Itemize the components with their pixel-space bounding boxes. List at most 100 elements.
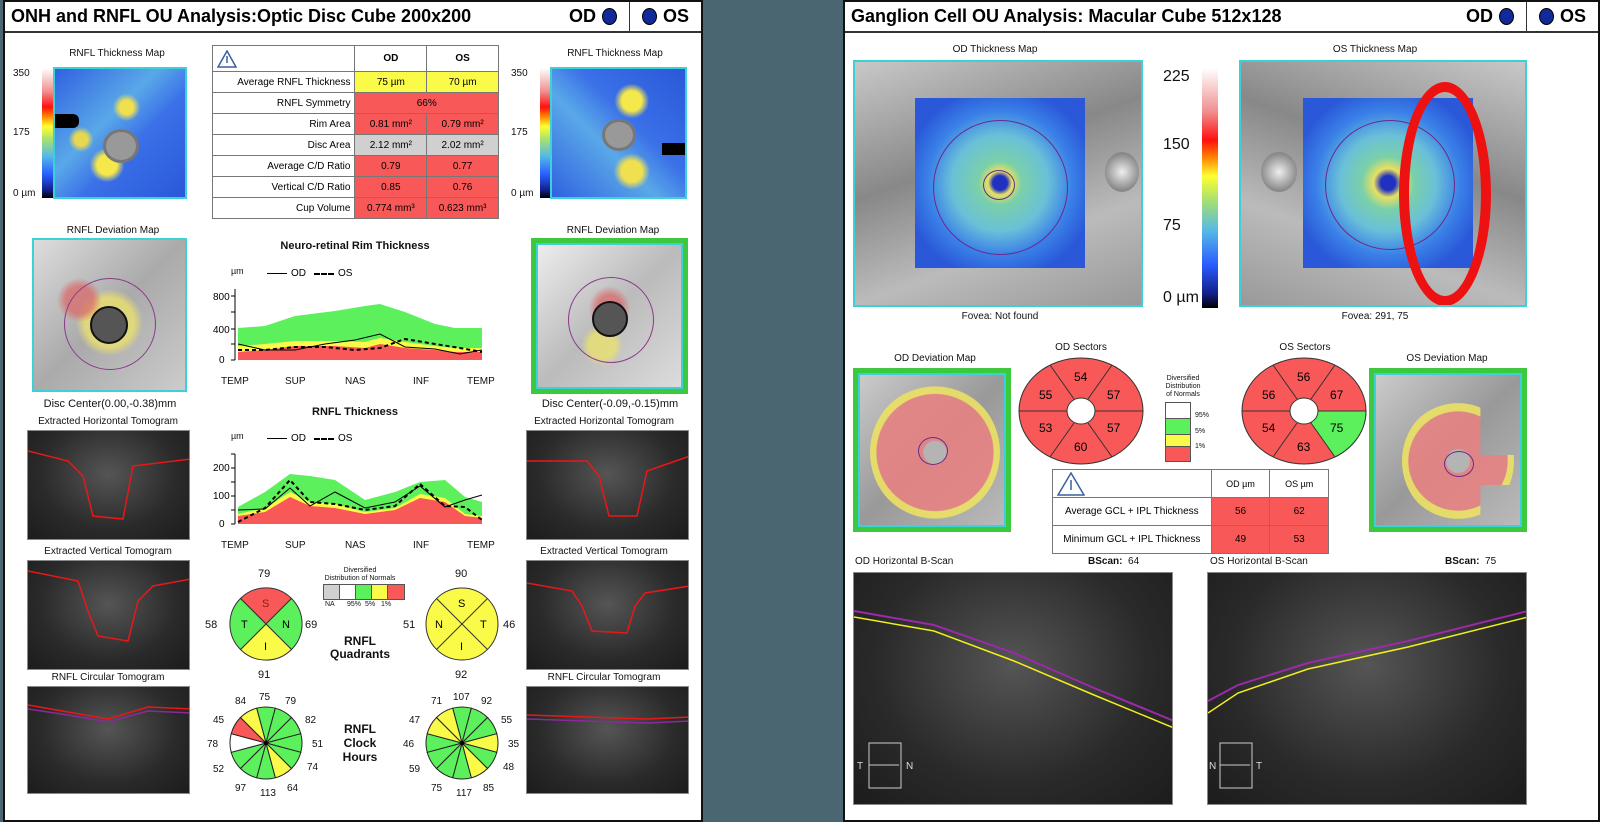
table-row: Average RNFL Thickness 75 µm 70 µm	[211, 71, 499, 93]
warning-triangle-icon	[1057, 471, 1085, 496]
os-gcl-deviation-map	[1369, 368, 1527, 532]
od-gcl-deviation-map	[853, 368, 1011, 532]
svg-text:53: 53	[1039, 421, 1053, 435]
od-vertical-tomogram	[27, 560, 190, 670]
od-rnfl-quadrants: S T N I	[229, 587, 303, 661]
thickness-colorbar	[42, 68, 54, 198]
table-row: Vertical C/D Ratio 0.85 0.76	[211, 176, 499, 198]
os-thickness-map-title: RNFL Thickness Map	[567, 48, 663, 59]
thickness-colorbar	[1202, 68, 1218, 308]
svg-text:S: S	[262, 598, 269, 610]
svg-text:100: 100	[213, 491, 230, 502]
rnfl-thickness-chart: 200 100 0	[213, 453, 483, 530]
onh-rnfl-panel: ONH and RNFL OU Analysis:Optic Disc Cube…	[3, 0, 703, 822]
normals-legend	[1165, 402, 1191, 462]
ganglion-cell-panel: Ganglion Cell OU Analysis: Macular Cube …	[843, 0, 1600, 822]
svg-text:N: N	[282, 619, 290, 631]
svg-text:N: N	[435, 619, 443, 631]
od-horizontal-bscan: T N	[853, 572, 1173, 805]
table-row: Average C/D Ratio 0.79 0.77	[211, 155, 499, 177]
od-rnfl-deviation-map	[32, 238, 187, 392]
svg-text:T: T	[857, 761, 863, 772]
svg-text:56: 56	[1297, 370, 1311, 384]
svg-text:I: I	[264, 641, 267, 653]
os-indicator: OS	[630, 2, 701, 31]
svg-text:S: S	[458, 598, 465, 610]
rim-thickness-chart: 800 400 0	[213, 289, 483, 366]
od-indicator: OD	[557, 2, 630, 31]
svg-text:55: 55	[1039, 388, 1053, 402]
svg-text:N: N	[1209, 761, 1216, 772]
rnfl-chart-title: RNFL Thickness	[312, 406, 398, 418]
page-title: ONH and RNFL OU Analysis:Optic Disc Cube…	[11, 6, 472, 26]
os-horizontal-bscan: N T	[1207, 572, 1527, 805]
svg-text:T: T	[1256, 761, 1262, 772]
os-circular-tomogram	[526, 686, 689, 794]
table-row: Cup Volume 0.774 mm³ 0.623 mm³	[211, 197, 499, 219]
panel-header: Ganglion Cell OU Analysis: Macular Cube …	[845, 2, 1598, 33]
rim-chart-legend: OD OS	[267, 268, 352, 279]
rnfl-chart-legend: OD OS	[267, 433, 352, 444]
od-gcl-thickness-map	[853, 60, 1143, 307]
os-gcl-sectors: 56 67 75 63 54 56	[1241, 357, 1367, 465]
svg-text:T: T	[480, 619, 487, 631]
os-eye-icon	[641, 8, 657, 25]
highlight-ellipse	[1399, 82, 1491, 305]
svg-text:56: 56	[1262, 388, 1276, 402]
os-indicator: OS	[1527, 2, 1598, 31]
warning-triangle-icon	[217, 49, 237, 68]
table-row: Rim Area 0.81 mm² 0.79 mm²	[211, 113, 499, 135]
od-rnfl-clock-hours	[229, 706, 303, 780]
optic-disc	[592, 301, 628, 337]
clock-hours-title: RNFL Clock Hours	[342, 722, 378, 764]
os-eye-icon	[1538, 8, 1554, 25]
panel-header: ONH and RNFL OU Analysis:Optic Disc Cube…	[5, 2, 701, 33]
od-rnfl-thickness-map	[53, 67, 187, 199]
svg-text:57: 57	[1107, 388, 1121, 402]
table-row: Minimum GCL + IPL Thickness 49 53	[1052, 525, 1329, 554]
optic-disc	[103, 129, 139, 163]
od-indicator: OD	[1454, 2, 1527, 31]
svg-text:75: 75	[1330, 421, 1344, 435]
quadrants-title: RNFL Quadrants	[329, 634, 390, 661]
svg-text:57: 57	[1107, 421, 1121, 435]
svg-text:200: 200	[213, 463, 230, 474]
od-circular-tomogram	[27, 686, 190, 794]
optic-disc	[90, 306, 128, 344]
rim-chart-title: Neuro-retinal Rim Thickness	[280, 240, 430, 252]
od-horizontal-tomogram	[27, 430, 190, 540]
table-row: Disc Area 2.12 mm² 2.02 mm²	[211, 134, 499, 156]
gcl-ipl-table: OD µm OS µm Average GCL + IPL Thickness 5…	[1052, 469, 1329, 554]
optic-disc	[602, 119, 636, 151]
page-title: Ganglion Cell OU Analysis: Macular Cube …	[851, 6, 1282, 26]
os-rnfl-thickness-map	[550, 67, 687, 199]
thickness-colorbar	[540, 68, 552, 198]
os-rnfl-deviation-map	[531, 238, 688, 394]
os-horizontal-tomogram	[526, 430, 689, 540]
svg-text:67: 67	[1330, 388, 1344, 402]
table-row: Average GCL + IPL Thickness 56 62	[1052, 497, 1329, 526]
os-rnfl-clock-hours	[425, 706, 499, 780]
od-gcl-sectors: 54 57 57 60 53 55	[1018, 357, 1144, 465]
svg-text:I: I	[460, 641, 463, 653]
normals-legend-title: Diversified Distribution of Normals	[1165, 375, 1201, 398]
svg-text:54: 54	[1262, 421, 1276, 435]
od-eye-icon	[1498, 8, 1514, 25]
os-rnfl-quadrants: S N T I	[425, 587, 499, 661]
svg-text:63: 63	[1297, 440, 1311, 454]
svg-text:0: 0	[219, 519, 225, 530]
svg-text:N: N	[906, 761, 913, 772]
os-vertical-tomogram	[526, 560, 689, 670]
rnfl-metrics-table: OD OS Average RNFL Thickness 75 µm 70 µm R…	[211, 45, 499, 219]
svg-text:0: 0	[219, 355, 225, 366]
svg-text:60: 60	[1074, 440, 1088, 454]
table-row: RNFL Symmetry 66%	[211, 92, 499, 114]
od-thickness-map-title: RNFL Thickness Map	[69, 48, 165, 59]
svg-text:800: 800	[213, 292, 230, 303]
svg-text:54: 54	[1074, 370, 1088, 384]
svg-text:400: 400	[213, 325, 230, 336]
normals-legend	[323, 584, 405, 600]
optic-disc	[1261, 152, 1297, 192]
svg-text:T: T	[241, 619, 248, 631]
od-eye-icon	[601, 8, 617, 25]
